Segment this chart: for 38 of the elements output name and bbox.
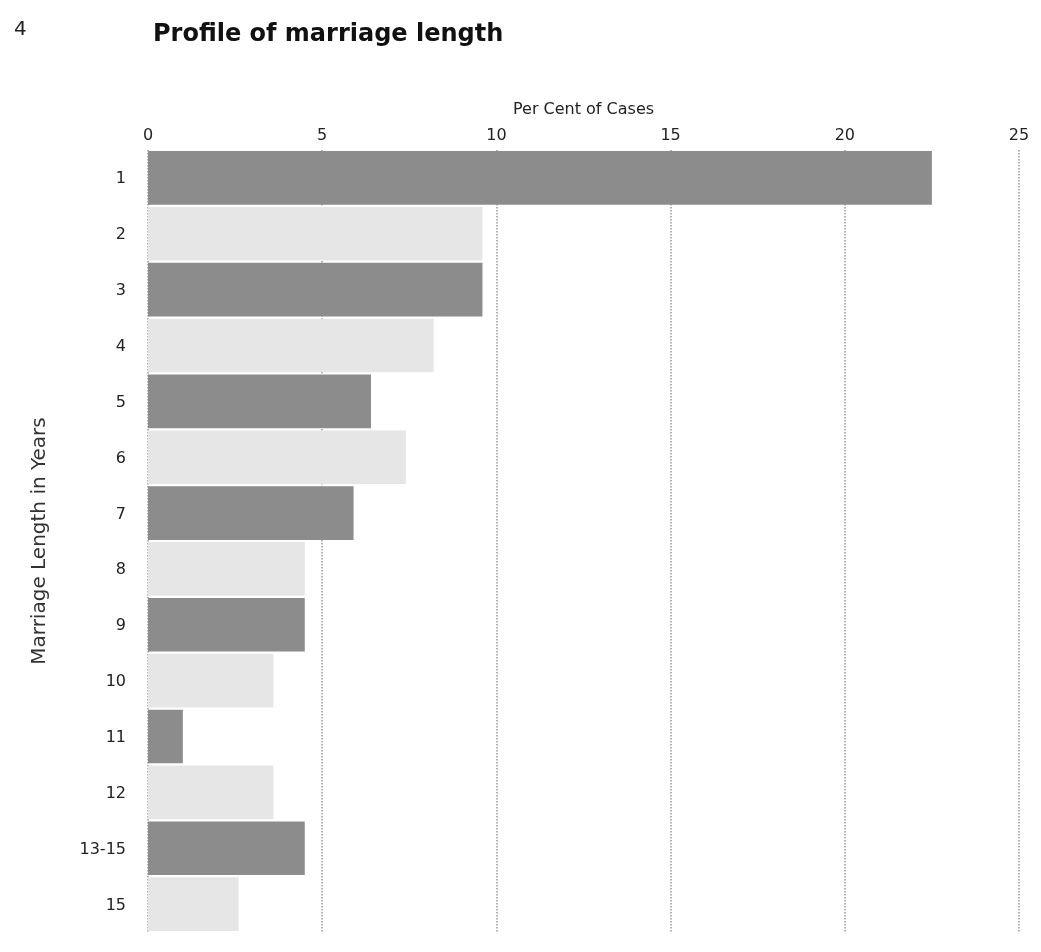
bar [148, 765, 274, 820]
y-tick-label: 15 [105, 894, 126, 914]
bar [148, 821, 305, 876]
x-tick-label: 20 [834, 124, 855, 144]
y-tick-label: 9 [115, 615, 126, 635]
y-tick-label: 1 [115, 168, 126, 188]
text: 4 [14, 16, 27, 40]
bar [148, 542, 305, 596]
bar [148, 877, 239, 931]
bar [148, 151, 932, 205]
x-axis-title: Per Cent of Cases [512, 98, 655, 118]
y-tick-label: 10 [105, 671, 126, 691]
bar [148, 318, 434, 373]
y-tick-label: 6 [115, 447, 126, 467]
bar [148, 262, 483, 317]
bar [148, 206, 483, 261]
x-tick-label: 15 [660, 124, 681, 144]
bar [148, 653, 274, 708]
y-tick-label: 4 [115, 336, 126, 355]
bar [148, 709, 183, 764]
y-tick-label: 2 [115, 224, 126, 244]
y-tick-label: 5 [115, 391, 126, 411]
x-tick-label: 5 [317, 124, 328, 144]
y-tick-label: 7 [115, 503, 126, 523]
chart-title: Profile of marriage length [153, 19, 504, 47]
bar [148, 430, 406, 485]
y-axis-title: Marriage Length in Years [26, 417, 50, 665]
y-tick-label: 11 [105, 727, 126, 746]
x-tick-label: 10 [486, 124, 507, 144]
y-tick-label: 8 [115, 559, 126, 579]
bar [148, 597, 305, 652]
y-tick-label: 3 [115, 280, 126, 300]
x-tick-label: 0 [142, 124, 154, 144]
y-tick-label: 12 [105, 782, 126, 802]
bar [148, 374, 371, 429]
bar [148, 486, 354, 540]
x-tick-label: 25 [1008, 124, 1030, 144]
y-tick-label: 13-15 [79, 838, 126, 858]
